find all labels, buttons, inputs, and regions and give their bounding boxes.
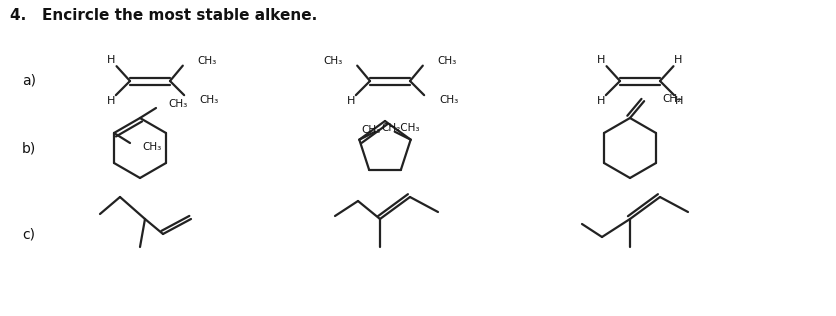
Text: CH₃: CH₃ [438,56,457,66]
Text: CH₃: CH₃ [199,95,218,105]
Text: CH₂CH₃: CH₂CH₃ [381,123,420,133]
Text: H: H [675,55,683,65]
Text: H: H [598,55,606,65]
Text: b): b) [22,141,36,155]
Text: CH₃: CH₃ [142,142,161,152]
Text: 4.   Encircle the most stable alkene.: 4. Encircle the most stable alkene. [10,8,317,23]
Text: H: H [107,96,115,106]
Text: H: H [675,96,683,106]
Text: CH₃: CH₃ [198,56,217,66]
Text: CH₃: CH₃ [439,95,458,105]
Text: CH₃: CH₃ [323,56,342,66]
Text: a): a) [22,74,36,88]
Text: CH₃: CH₃ [361,125,380,135]
Text: H: H [347,96,355,106]
Text: CH₃: CH₃ [168,99,187,109]
Text: c): c) [22,227,35,241]
Text: H: H [107,55,115,65]
Text: H: H [597,96,605,106]
Text: CH₂: CH₂ [662,94,681,104]
